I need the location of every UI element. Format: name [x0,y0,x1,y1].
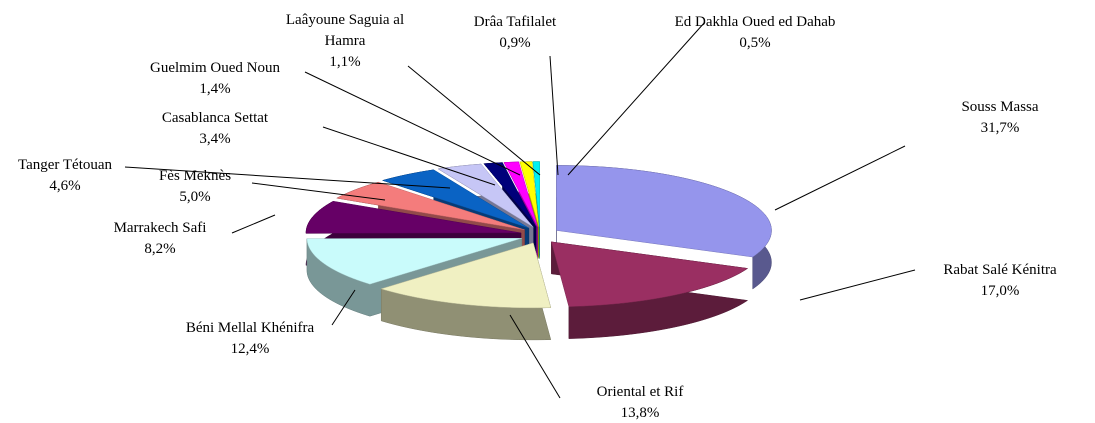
data-label: Fès Meknès 5,0% [95,166,295,208]
slice [336,181,525,231]
category-label: Ed Dakhla Oued ed Dahab [674,14,836,30]
leader-line [549,55,559,176]
category-label: Tanger Tétouan [17,157,113,173]
value-label: 0,9% [499,35,531,51]
slice [519,161,540,227]
data-label: Drâa Tafilalet 0,9% [440,12,590,54]
value-label: 8,2% [144,241,176,257]
slice [550,241,749,307]
value-label: 12,4% [230,341,270,357]
leader-line [322,126,496,186]
category-label: Marrakech Safi [113,220,207,236]
data-label: Oriental et Rif 13,8% [540,382,740,423]
slice [503,161,538,227]
leader-line [567,21,706,176]
slice [483,162,537,227]
leader-line [231,214,276,234]
slice [532,161,540,227]
value-label: 13,8% [620,405,660,421]
category-label: Drâa Tafilalet [473,14,557,30]
slice [381,169,530,229]
data-label: Marrakech Safi 8,2% [60,218,260,260]
slice [556,165,772,258]
value-label: 1,1% [329,54,361,70]
slice-tops [305,161,772,309]
category-label: Guelmim Oued Noun [150,60,280,76]
data-label: Laâyoune Saguia al Hamra 1,1% [270,10,420,73]
leader-line [509,314,561,399]
value-label: 0,5% [739,35,771,51]
category-label: Fès Meknès [158,168,232,184]
category-label: Laâyoune Saguia al Hamra [285,12,405,49]
leader-line [331,289,356,326]
slice [380,242,552,309]
leader-line [304,71,521,176]
data-label: Guelmim Oued Noun 1,4% [115,58,315,100]
data-label: Casablanca Settat 3,4% [115,108,315,150]
data-label: Béni Mellal Khénifra 12,4% [140,318,360,360]
data-label: Rabat Salé Kénitra 17,0% [900,260,1095,302]
value-label: 1,4% [199,81,231,97]
value-label: 4,6% [49,178,81,194]
value-label: 17,0% [980,283,1020,299]
leader-line [124,166,451,189]
category-label: Rabat Salé Kénitra [943,262,1057,278]
value-label: 5,0% [179,189,211,205]
slice [306,237,522,285]
data-label: Souss Massa 31,7% [900,97,1095,139]
slice [305,200,522,234]
category-label: Souss Massa [961,99,1039,115]
slice [437,163,534,228]
category-label: Casablanca Settat [161,110,269,126]
category-label: Béni Mellal Khénifra [185,320,315,336]
leader-line [774,145,906,211]
value-label: 3,4% [199,131,231,147]
data-label: Ed Dakhla Oued ed Dahab 0,5% [665,12,845,54]
category-label: Oriental et Rif [596,384,684,400]
data-label: Tanger Tétouan 4,6% [0,155,130,197]
leader-line [251,182,386,201]
leader-line [407,65,541,176]
value-label: 31,7% [980,120,1020,136]
leader-line [799,269,916,301]
